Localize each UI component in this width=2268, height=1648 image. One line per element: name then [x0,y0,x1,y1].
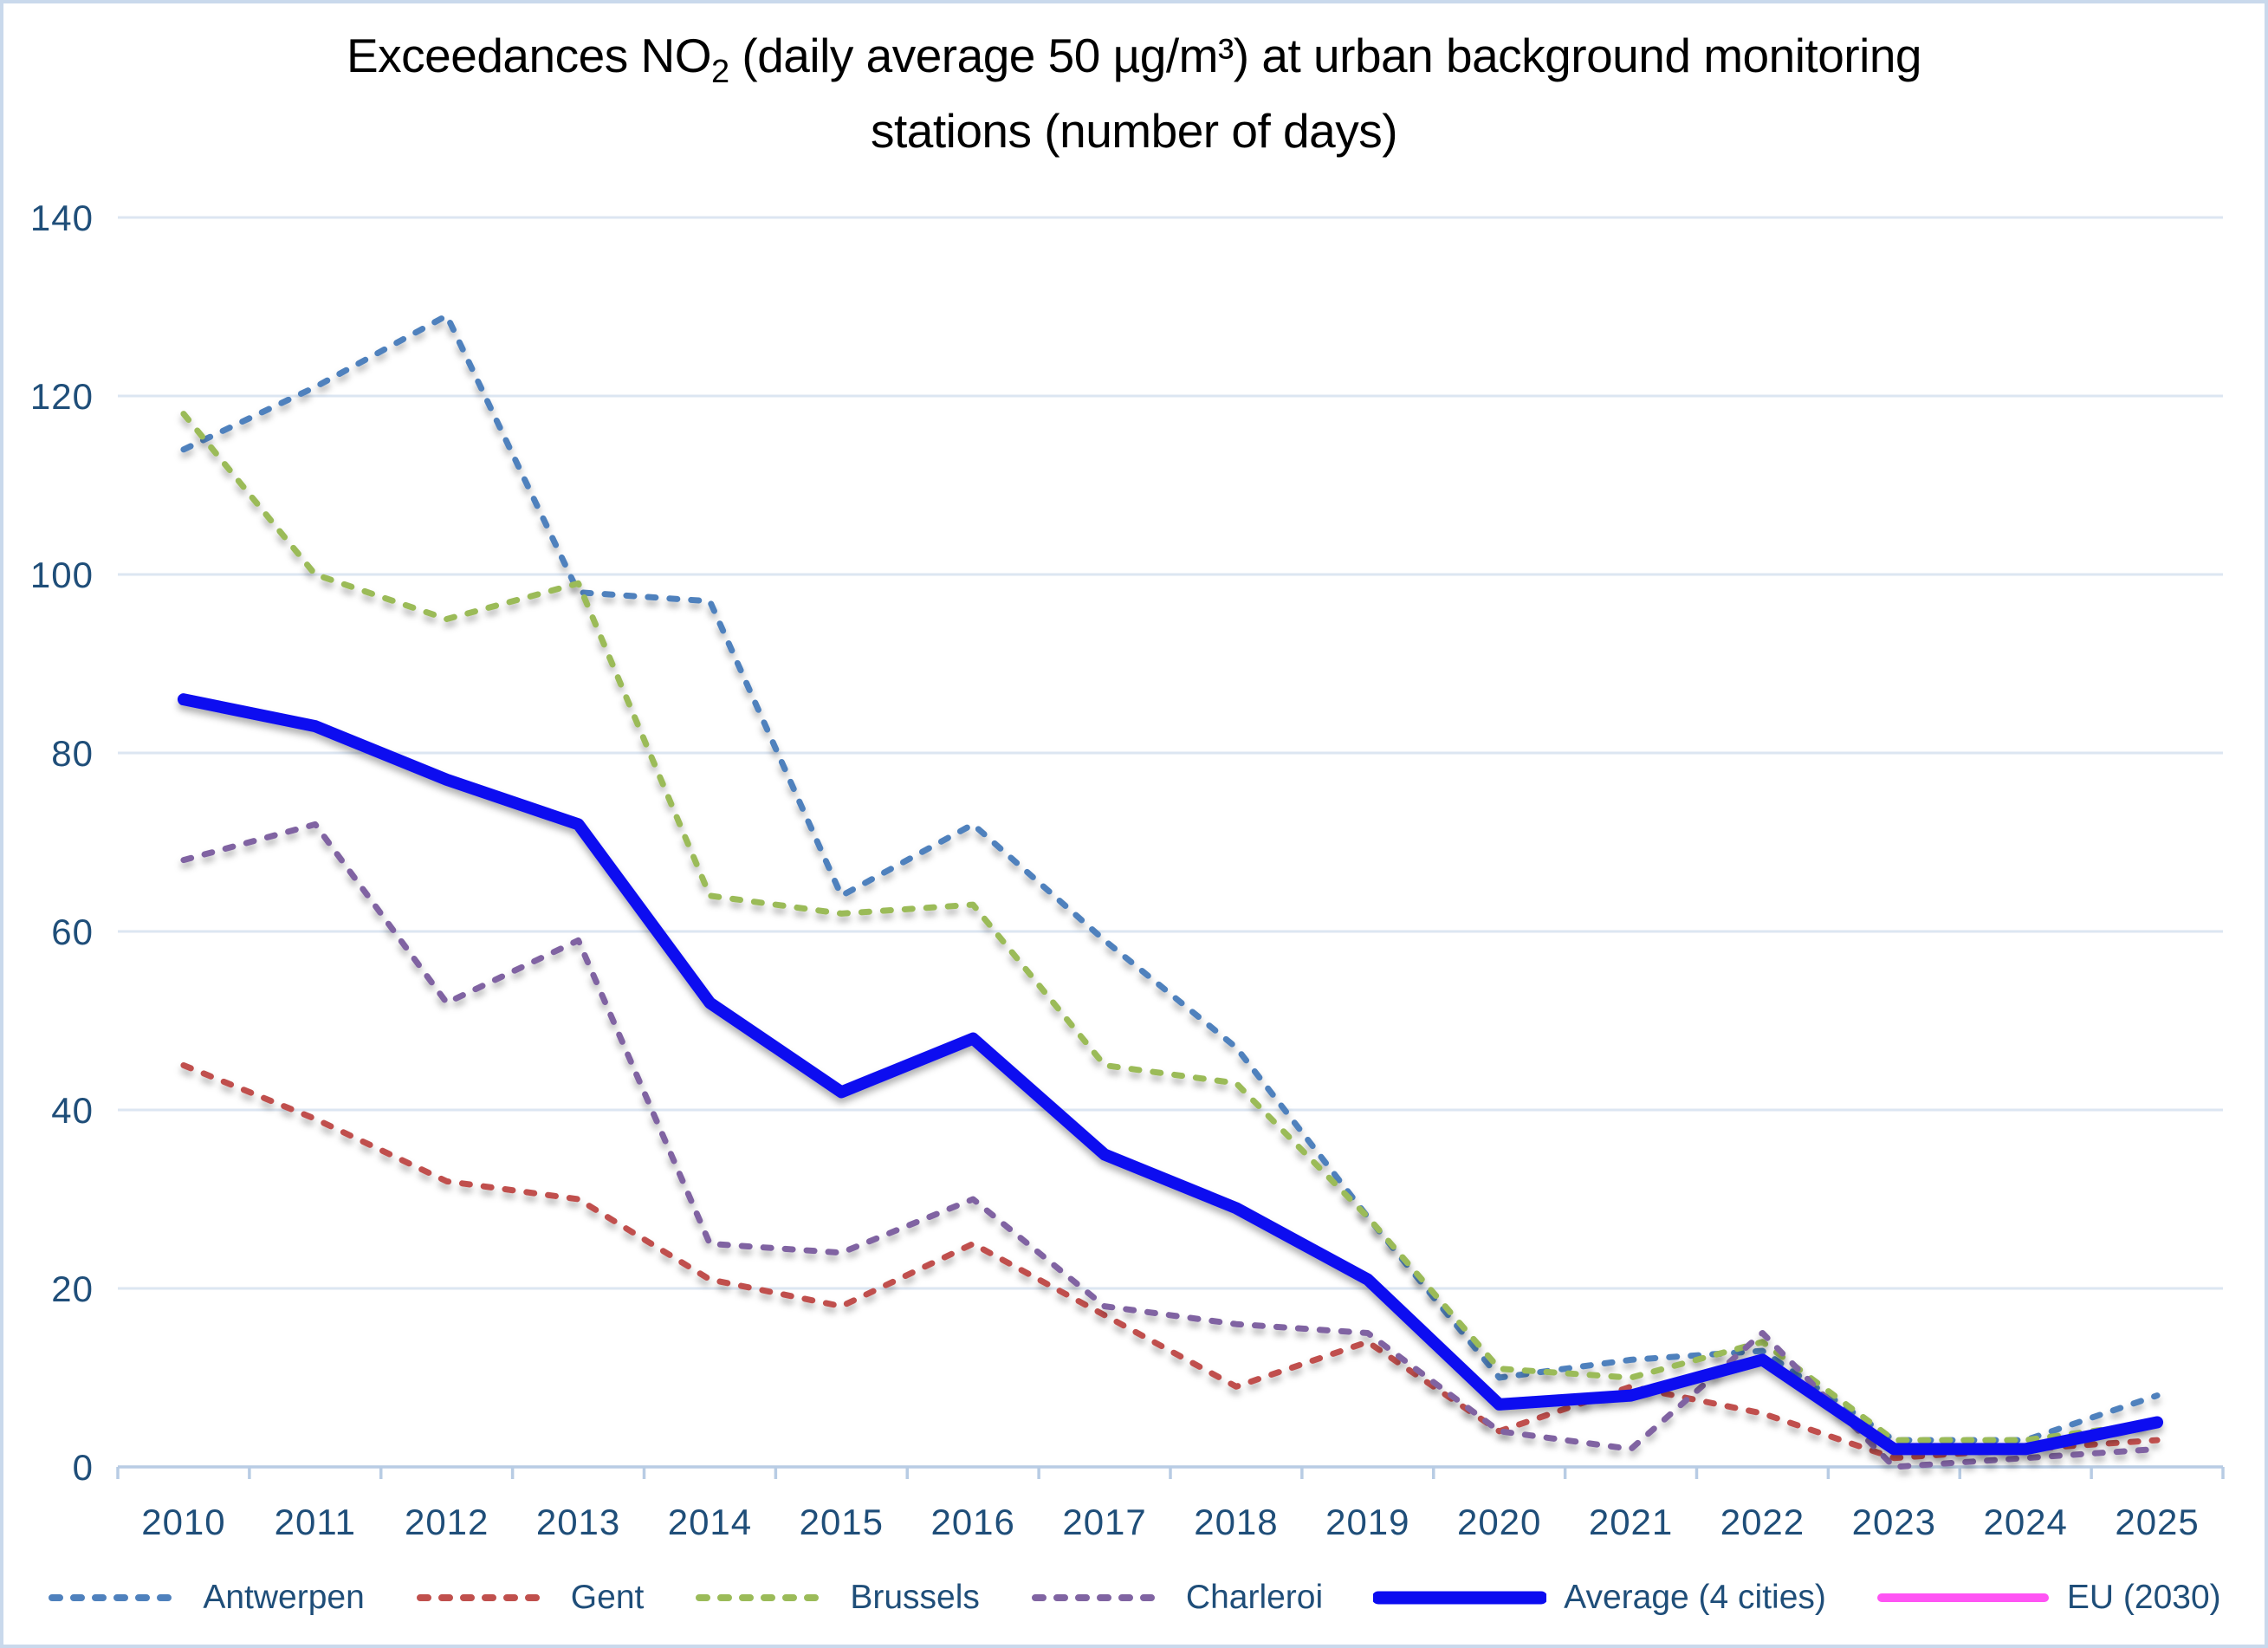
legend-swatch-average-4-cities [1373,1591,1547,1605]
legend-item-eu-2030: EU (2030) [1876,1579,2221,1617]
y-tick-label-100: 100 [30,555,94,595]
legend-label-charleroi: Charleroi [1185,1579,1324,1616]
x-tick-label-2014: 2014 [668,1502,752,1542]
x-tick-label-2025: 2025 [2115,1502,2199,1542]
x-tick-label-2024: 2024 [1983,1502,2067,1542]
legend: Antwerpen Gent Brussels Charleroi Average (4… [3,1579,2265,1617]
x-tick-label-2013: 2013 [536,1502,620,1542]
x-tick-label-2021: 2021 [1589,1502,1673,1542]
y-axis-labels: 0 20 40 60 80 100 120 140 [30,198,94,1488]
x-tick-label-2023: 2023 [1852,1502,1936,1542]
x-tick-label-2010: 2010 [141,1502,225,1542]
y-tick-label-60: 60 [51,912,94,952]
legend-item-gent: Gent [415,1579,645,1617]
x-tick-label-2012: 2012 [405,1502,489,1542]
x-tick-label-2017: 2017 [1062,1502,1146,1542]
y-tick-label-140: 140 [30,198,94,238]
y-tick-label-120: 120 [30,376,94,417]
x-tick-label-2015: 2015 [800,1502,884,1542]
legend-swatch-brussels [696,1594,832,1601]
series-line-charleroi [180,821,2161,1470]
x-tick-label-2018: 2018 [1194,1502,1278,1542]
x-tick-label-2022: 2022 [1720,1502,1805,1542]
y-tick-label-20: 20 [51,1268,94,1309]
gridlines [118,216,2223,1290]
series-line-average-4-cities [177,693,2164,1456]
legend-label-gent: Gent [570,1579,645,1616]
legend-label-antwerpen: Antwerpen [203,1579,365,1616]
legend-item-brussels: Brussels [694,1579,980,1617]
x-axis [116,1465,2225,1479]
x-tick-label-2011: 2011 [275,1502,356,1542]
x-axis-labels: 2010 2011 2012 2013 2014 2015 2016 2017 2018 2019… [141,1502,2199,1542]
chart-title: Exceedances NO2 (daily average 50 µg/m³)… [3,26,2265,160]
y-tick-label-80: 80 [51,733,94,774]
series-line-antwerpen [180,312,2161,1444]
legend-swatch-eu-2030 [1876,1593,2049,1602]
x-tick-label-2020: 2020 [1457,1502,1541,1542]
title-line-1: Exceedances NO2 (daily average 50 µg/m³)… [346,29,1922,90]
legend-swatch-antwerpen [49,1594,185,1601]
legend-label-brussels: Brussels [850,1579,980,1616]
x-tick-label-2019: 2019 [1325,1502,1409,1542]
legend-item-antwerpen: Antwerpen [47,1579,365,1617]
x-tick-label-2016: 2016 [930,1502,1014,1542]
legend-label-average-4-cities: Average (4 cities) [1564,1579,1826,1616]
series-line-gent [180,1062,2161,1462]
legend-swatch-charleroi [1031,1594,1167,1601]
legend-label-eu-2030: EU (2030) [2066,1579,2221,1616]
y-tick-label-0: 0 [73,1447,94,1488]
y-tick-label-40: 40 [51,1090,94,1131]
data-series [177,312,2164,1470]
title-line-2: stations (number of days) [870,104,1398,158]
series-line-brussels [180,411,2161,1444]
title-subscript: 2 [710,54,729,90]
legend-item-average-4-cities: Average (4 cities) [1373,1579,1826,1617]
legend-swatch-gent [416,1594,552,1601]
legend-item-charleroi: Charleroi [1030,1579,1323,1617]
